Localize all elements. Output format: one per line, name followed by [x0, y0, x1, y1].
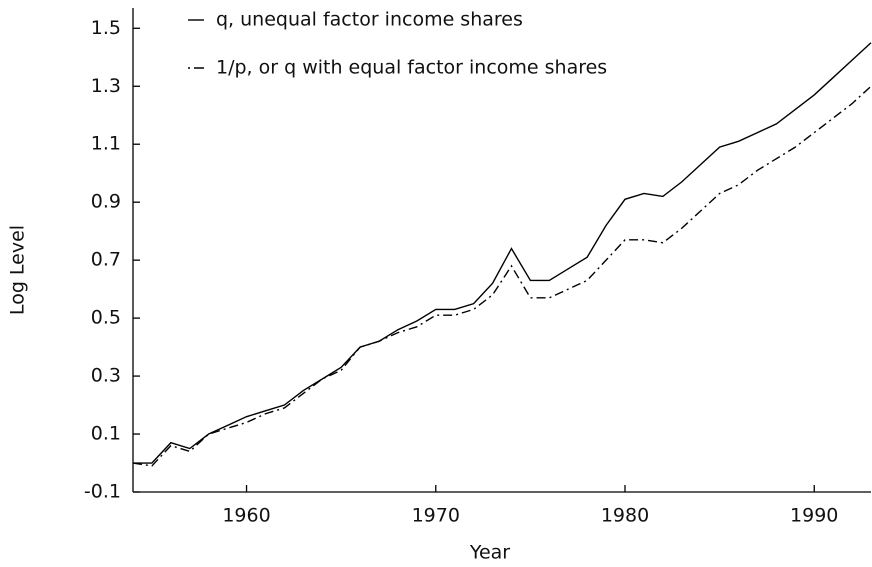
series-line — [132, 85, 872, 467]
x-axis-label: Year — [469, 542, 510, 564]
y-axis-label: Log Level — [7, 225, 29, 315]
y-tick-label: 0.1 — [91, 423, 121, 445]
x-tick-label: 1980 — [601, 505, 649, 527]
legend-label: 1/p, or q with equal factor income share… — [216, 57, 607, 79]
y-tick-label: 0.3 — [91, 365, 121, 387]
y-tick-label: -0.1 — [84, 481, 121, 503]
y-tick-label: 1.3 — [91, 75, 121, 97]
x-tick-label: 1990 — [790, 505, 838, 527]
y-tick-label: 0.5 — [91, 307, 121, 329]
legend-label: q, unequal factor income shares — [216, 9, 523, 31]
y-tick-label: 1.5 — [91, 17, 121, 39]
x-tick-label: 1960 — [222, 505, 270, 527]
x-tick-label: 1970 — [412, 505, 460, 527]
y-tick-label: 0.7 — [91, 249, 121, 271]
y-tick-label: 1.1 — [91, 133, 121, 155]
y-tick-label: 0.9 — [91, 191, 121, 213]
series-line — [133, 42, 872, 464]
